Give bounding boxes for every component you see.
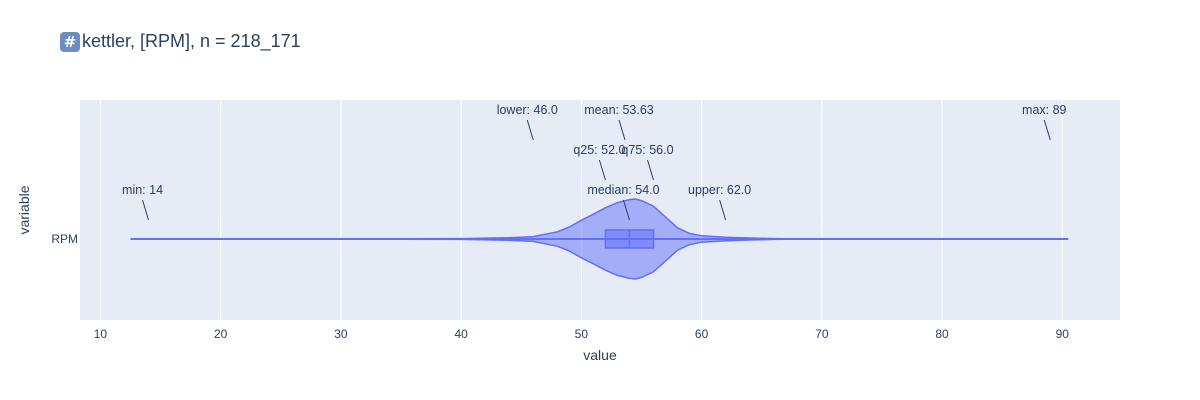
grid-lines: [99, 100, 1063, 320]
annotation-pointer: [618, 119, 626, 141]
annotation-pointer: [1043, 119, 1051, 141]
annotation-pointer: [598, 159, 606, 181]
x-tick-label: 70: [815, 327, 829, 341]
annotation-label: median: 54.0: [587, 183, 659, 197]
x-tick-label: 80: [935, 327, 949, 341]
x-tick-label: 30: [334, 327, 348, 341]
hash-icon: #: [60, 31, 80, 52]
y-axis-label: variable: [16, 185, 32, 234]
annotation-label: max: 89: [1022, 103, 1067, 117]
x-tick-label: 50: [575, 327, 589, 341]
violin-layer: [130, 198, 1069, 280]
x-tick-label: 20: [214, 327, 228, 341]
annotation-pointer: [647, 159, 654, 181]
annotation-label: upper: 62.0: [688, 183, 751, 197]
x-tick-label: 40: [454, 327, 468, 341]
chart-title: # kettler, [RPM], n = 218_171: [60, 31, 301, 52]
annotation-label: lower: 46.0: [497, 103, 558, 117]
annotation-label: q75: 56.0: [621, 143, 673, 157]
annotation-label: min: 14: [122, 183, 163, 197]
annotations: min: 14 median: 54.0 upper: 62.0 q25: 52.0q…: [122, 103, 1067, 221]
annotation-pointer: [526, 119, 534, 141]
annotation-pointer: [622, 199, 630, 221]
annotation-pointer: [142, 199, 150, 221]
annotation-label: mean: 53.63: [584, 103, 654, 117]
x-tick-label: 60: [695, 327, 709, 341]
x-tick-labels: 10 20 30 40 50 60 70 80 90: [94, 327, 1070, 341]
chart-title-text: kettler, [RPM], n = 218_171: [82, 31, 301, 51]
x-tick-label: 90: [1056, 327, 1070, 341]
x-axis-label: value: [583, 347, 617, 363]
x-tick-label: 10: [94, 327, 108, 341]
annotation-pointer: [719, 199, 727, 221]
category-label-rpm: RPM: [51, 232, 78, 246]
annotation-label: q25: 52.0: [573, 143, 625, 157]
